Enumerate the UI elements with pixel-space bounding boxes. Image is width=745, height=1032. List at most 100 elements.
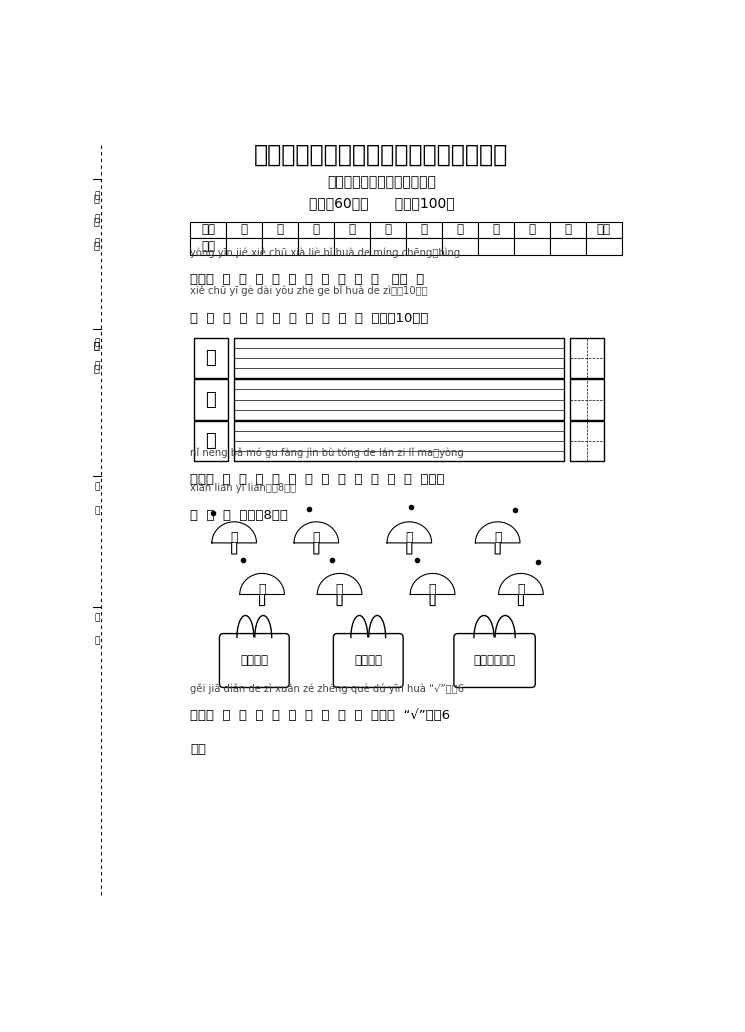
Polygon shape bbox=[475, 522, 520, 554]
Bar bbox=[234, 380, 563, 420]
Bar bbox=[234, 337, 563, 378]
Bar bbox=[334, 238, 370, 255]
Polygon shape bbox=[410, 574, 455, 606]
Text: nǐ néng bǎ mó gu fàng jìn bù tóng de lán zi lǐ ma？yòng: nǐ néng bǎ mó gu fàng jìn bù tóng de lán… bbox=[190, 448, 463, 458]
Bar bbox=[550, 238, 586, 255]
FancyBboxPatch shape bbox=[454, 634, 535, 687]
Bar bbox=[370, 238, 406, 255]
Text: 部编版秋学期一年级语文上册阶段性练习: 部编版秋学期一年级语文上册阶段性练习 bbox=[254, 142, 509, 166]
Bar bbox=[586, 238, 621, 255]
Text: 八: 八 bbox=[492, 223, 499, 236]
Text: 线  连  一  连。（8分）: 线 连 一 连。（8分） bbox=[190, 509, 288, 522]
Bar bbox=[226, 222, 262, 238]
Text: 名: 名 bbox=[94, 506, 100, 515]
Bar bbox=[190, 222, 226, 238]
Text: 写  出  一  个  带  有  这  个  笔  画  的  字。（10分）: 写 出 一 个 带 有 这 个 笔 画 的 字。（10分） bbox=[190, 312, 428, 325]
Text: 六: 六 bbox=[420, 223, 428, 236]
Bar bbox=[570, 421, 604, 461]
Text: 班: 班 bbox=[94, 340, 100, 350]
Text: 线: 线 bbox=[94, 238, 100, 247]
Bar bbox=[194, 337, 228, 378]
Text: 姓: 姓 bbox=[94, 483, 100, 492]
FancyBboxPatch shape bbox=[220, 634, 289, 687]
Text: xiàn lián yi lián。（8分）: xiàn lián yi lián。（8分） bbox=[190, 483, 296, 493]
Bar bbox=[550, 222, 586, 238]
Polygon shape bbox=[317, 574, 362, 606]
Bar bbox=[586, 222, 621, 238]
Text: 校: 校 bbox=[94, 637, 100, 646]
Text: 装: 装 bbox=[94, 194, 100, 203]
Bar bbox=[406, 222, 442, 238]
Text: 得分: 得分 bbox=[201, 240, 215, 253]
Polygon shape bbox=[240, 574, 285, 606]
Text: 是: 是 bbox=[336, 583, 343, 595]
Text: 班: 班 bbox=[94, 338, 100, 347]
Text: 双拼音节: 双拼音节 bbox=[241, 654, 268, 667]
Text: 二、你  能  把  蘑  菇  放  进  不  同  的  篮  子  里  吗？用: 二、你 能 把 蘑 菇 放 进 不 同 的 篮 子 里 吗？用 bbox=[190, 474, 445, 486]
Text: 球: 球 bbox=[230, 531, 238, 544]
Text: 三拼音节: 三拼音节 bbox=[355, 654, 382, 667]
Text: 线: 线 bbox=[94, 239, 100, 250]
Text: 订: 订 bbox=[94, 217, 100, 227]
Bar bbox=[190, 238, 226, 255]
Bar bbox=[298, 222, 334, 238]
Text: 七: 七 bbox=[456, 223, 463, 236]
Text: 装: 装 bbox=[94, 192, 100, 200]
Bar bbox=[514, 238, 550, 255]
Polygon shape bbox=[387, 522, 431, 554]
Text: 圆: 圆 bbox=[517, 583, 524, 595]
Bar bbox=[442, 238, 478, 255]
Text: 九: 九 bbox=[528, 223, 535, 236]
Text: 学: 学 bbox=[94, 614, 100, 622]
Bar bbox=[570, 380, 604, 420]
Bar bbox=[298, 238, 334, 255]
FancyBboxPatch shape bbox=[333, 634, 403, 687]
Text: 二: 二 bbox=[276, 223, 283, 236]
Text: 叶: 叶 bbox=[429, 583, 437, 595]
Bar bbox=[194, 380, 228, 420]
Bar bbox=[514, 222, 550, 238]
Text: xiě chū yī gè dài yǒu zhè ge bǐ huà de zì。（10分）: xiě chū yī gè dài yǒu zhè ge bǐ huà de z… bbox=[190, 286, 428, 296]
Bar bbox=[262, 222, 298, 238]
Polygon shape bbox=[294, 522, 339, 554]
Text: 一: 一 bbox=[206, 349, 216, 367]
Bar bbox=[406, 238, 442, 255]
Bar bbox=[226, 238, 262, 255]
Text: 整体认读音节: 整体认读音节 bbox=[474, 654, 516, 667]
Bar bbox=[194, 421, 228, 461]
Text: 总分: 总分 bbox=[597, 223, 611, 236]
Text: 一: 一 bbox=[241, 223, 247, 236]
Polygon shape bbox=[498, 574, 543, 606]
Text: 五: 五 bbox=[384, 223, 391, 236]
Bar bbox=[570, 337, 604, 378]
Bar bbox=[334, 222, 370, 238]
Text: 四: 四 bbox=[349, 223, 355, 236]
Text: 十: 十 bbox=[564, 223, 571, 236]
Text: 冒: 冒 bbox=[206, 390, 216, 409]
Text: 分）: 分） bbox=[190, 743, 206, 755]
Text: 订: 订 bbox=[94, 215, 100, 224]
Bar bbox=[370, 222, 406, 238]
Text: 级: 级 bbox=[94, 363, 100, 373]
Polygon shape bbox=[212, 522, 256, 554]
Text: （测试范围：第三、四单元）: （测试范围：第三、四单元） bbox=[327, 175, 436, 190]
Text: 题号: 题号 bbox=[201, 223, 215, 236]
Text: 丨: 丨 bbox=[206, 432, 216, 450]
Text: 三: 三 bbox=[312, 223, 320, 236]
Bar bbox=[234, 421, 563, 461]
Bar bbox=[262, 238, 298, 255]
Text: 班: 班 bbox=[94, 340, 100, 350]
Text: 级: 级 bbox=[94, 361, 100, 370]
Text: 说: 说 bbox=[259, 583, 266, 595]
Bar bbox=[478, 222, 514, 238]
Bar bbox=[442, 222, 478, 238]
Text: 一、用  音  节  写  出  下  列  笔  画  的  名   称，  并: 一、用 音 节 写 出 下 列 笔 画 的 名 称， 并 bbox=[190, 273, 424, 286]
Bar bbox=[478, 238, 514, 255]
Text: yòng yīn jié xiě chū xià liè bǐ huà de míng chēng，bìng: yòng yīn jié xiě chū xià liè bǐ huà de m… bbox=[190, 248, 460, 258]
Text: 三、给  加  点  的  字  选  择  正  确  读  音，画  “√”。（6: 三、给 加 点 的 字 选 择 正 确 读 音，画 “√”。（6 bbox=[190, 709, 450, 722]
Text: 时间：60分钟      满分：100分: 时间：60分钟 满分：100分 bbox=[308, 196, 454, 211]
Text: 就: 就 bbox=[494, 531, 501, 544]
Text: 夏: 夏 bbox=[405, 531, 413, 544]
Text: gěi jiā diǎn de zì xuǎn zé zhèng què dú yīn huà “√”。（6: gěi jiā diǎn de zì xuǎn zé zhèng què dú … bbox=[190, 683, 464, 694]
Text: 对: 对 bbox=[313, 531, 320, 544]
